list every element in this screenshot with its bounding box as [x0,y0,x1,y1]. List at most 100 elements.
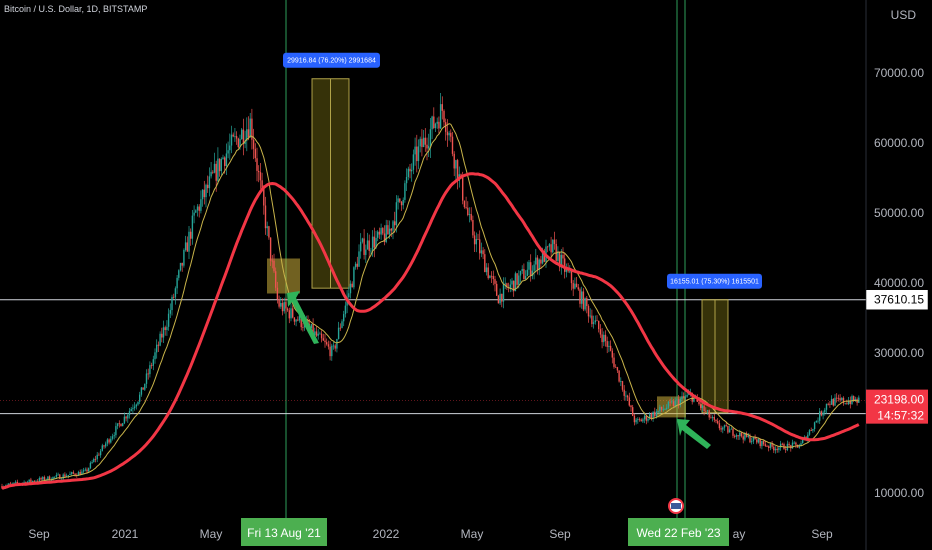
candle-body [326,342,328,345]
candle-body [295,319,297,322]
candle-body [795,442,797,445]
candle-body [353,267,355,288]
candle-body [252,139,255,149]
candle-body [162,327,165,338]
candle-body [416,146,418,162]
candle-body [399,198,401,202]
candle-body [227,150,229,154]
candle-body [174,288,177,298]
candle-body [105,443,107,447]
candle-body [144,383,146,390]
candle-body [264,205,267,229]
candle-body [723,425,726,428]
candle-body [436,121,438,124]
candle-body [579,289,581,304]
candle-body [705,410,707,412]
candle-body [523,269,525,280]
candle-body [710,417,712,419]
candle-body [285,302,287,309]
candle-body [84,469,86,471]
candle-body [40,478,42,480]
candle-body [387,225,389,235]
candle-body [62,474,64,479]
date-tag [628,518,729,546]
candle-body [655,411,658,417]
candle-body [628,397,630,406]
candle-body [776,448,778,450]
candle-body [28,479,30,482]
long-moving-average[interactable] [1,172,860,490]
candle-body [207,184,209,189]
candle-body [263,188,265,206]
candle-body [147,373,149,375]
short-moving-average[interactable] [1,123,859,489]
candle-body [225,153,228,166]
candle-body [280,303,282,307]
last-price-tag [866,389,928,424]
candle-body [93,458,95,463]
candle-body [589,315,591,317]
candle-body [377,231,379,238]
candle-body [118,423,120,425]
candle-body [662,409,664,411]
candle-body [536,257,539,270]
candle-body [611,350,613,358]
candle-body [584,298,586,310]
candle-body [358,251,360,267]
x-tick-label: May [461,527,484,541]
candle-body [438,121,440,129]
candle-body [234,136,236,137]
candle-body [652,411,654,419]
candle-body [217,158,219,181]
candle-body [184,242,187,250]
measure-label: 16155.01 (75.30%) 1615501 [670,279,759,286]
candle-body [37,481,39,483]
candle-body [290,308,292,319]
candle-body [744,433,746,440]
candle-body [606,341,608,347]
candle-body [851,396,853,405]
candle-body [142,387,144,390]
candle-body [720,428,722,430]
candle-body [528,262,530,270]
candle-body [734,435,736,437]
candle-body [706,410,709,412]
candle-body [829,403,831,405]
candle-body [361,238,364,242]
candle-body [91,462,93,463]
candle-body [310,324,313,329]
measure-label-bg [667,273,762,289]
candle-body [329,346,331,357]
candle-body [497,295,500,304]
candle-body [319,333,321,335]
candle-body [378,231,381,235]
candle-body [108,439,110,443]
candle-body [728,429,731,433]
candle-body [582,291,585,310]
candle-body [715,419,717,422]
candle-body [411,169,413,172]
candle-body [94,458,97,460]
candle-body [261,180,263,189]
candle-body [553,239,556,244]
candle-body [152,359,154,366]
candle-body [81,471,83,476]
candle-body [356,263,358,267]
candle-body [764,444,766,446]
candle-body [198,206,200,211]
candle-body [691,393,693,402]
candle-body [465,207,467,208]
candle-body [439,104,442,129]
candle-body [635,419,637,423]
candle-body [456,160,459,181]
candle-body [320,333,323,339]
candle-body [327,344,330,347]
candle-body [509,284,511,288]
candle-body [751,441,753,443]
candle-body [176,277,178,289]
candle-body [446,131,449,136]
candle-body [737,435,739,437]
candle-body [654,411,656,417]
candle-body [292,308,294,318]
